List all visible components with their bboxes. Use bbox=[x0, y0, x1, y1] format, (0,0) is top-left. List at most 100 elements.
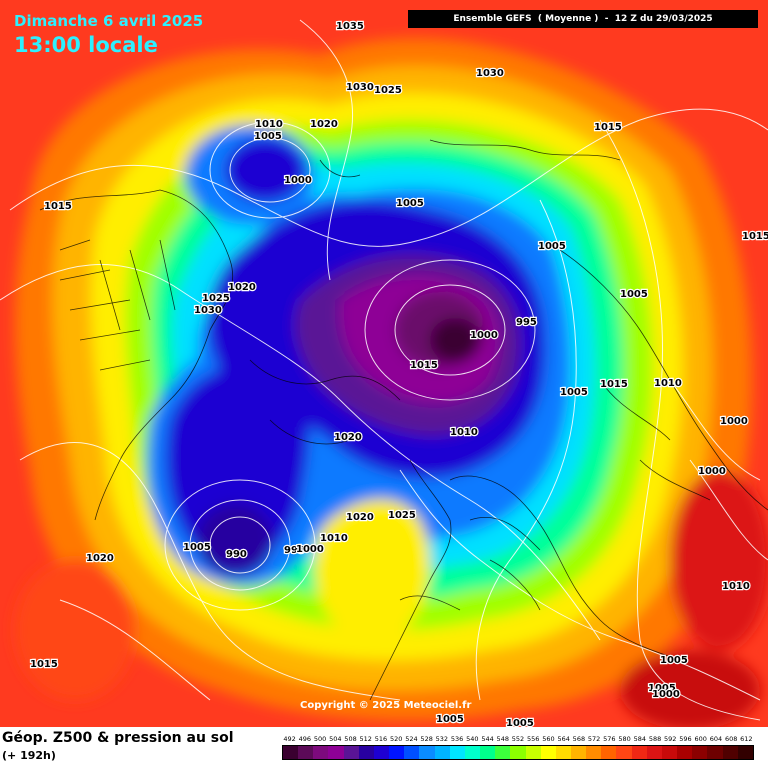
copyright-text: Copyright © 2025 Meteociel.fr bbox=[300, 700, 472, 711]
forecast-date: Dimanche 6 avril 2025 bbox=[14, 12, 204, 30]
color-scale-swatch bbox=[616, 746, 632, 759]
color-scale-label: 604 bbox=[709, 735, 723, 743]
color-scale-label: 528 bbox=[420, 735, 433, 743]
model-run-banner: Ensemble GEFS ( Moyenne ) - 12 Z du 29/0… bbox=[408, 10, 758, 28]
color-scale-swatch bbox=[677, 746, 693, 759]
isobar-label: 1010 bbox=[654, 378, 682, 389]
color-scale-label: 520 bbox=[389, 735, 403, 743]
isobar-label: 1005 bbox=[254, 131, 282, 142]
color-scale-swatch bbox=[570, 746, 587, 759]
isobar-label: 1010 bbox=[255, 119, 283, 130]
color-scale-label: 592 bbox=[664, 735, 677, 743]
color-scale-swatch bbox=[328, 746, 344, 759]
color-scale-label: 552 bbox=[511, 735, 525, 743]
isobar-label: 1000 bbox=[698, 466, 726, 477]
forecast-lead-time: (+ 192h) bbox=[2, 749, 56, 762]
color-scale-swatch bbox=[495, 746, 511, 759]
chart-title: Géop. Z500 & pression au sol bbox=[2, 730, 234, 746]
isobar-label: 1015 bbox=[742, 231, 768, 242]
color-scale-label: 596 bbox=[679, 735, 692, 743]
color-scale-label: 532 bbox=[435, 735, 449, 743]
color-scale-bar bbox=[282, 745, 754, 760]
isobar-label: 1010 bbox=[450, 427, 478, 438]
color-scale-swatch bbox=[737, 746, 753, 759]
color-scale-swatch bbox=[283, 746, 299, 759]
color-scale-label: 508 bbox=[344, 735, 357, 743]
isobar-label: 1015 bbox=[44, 201, 72, 212]
isobar-label: 1005 bbox=[506, 718, 534, 727]
color-scale-label: 576 bbox=[603, 735, 616, 743]
isobar-label: 1025 bbox=[388, 510, 416, 521]
color-scale-label: 564 bbox=[557, 735, 570, 743]
color-scale-label: 492 bbox=[283, 735, 296, 743]
isobar-label: 1030 bbox=[346, 82, 374, 93]
isobar-label: 1000 bbox=[284, 175, 312, 186]
isobar-label: 1005 bbox=[560, 387, 588, 398]
color-scale-swatch bbox=[419, 746, 435, 759]
isobar-label: 1005 bbox=[436, 714, 464, 725]
color-scale-label: 588 bbox=[648, 735, 662, 743]
color-scale-swatch bbox=[586, 746, 602, 759]
isobar-label: 1010 bbox=[320, 533, 348, 544]
color-scale-labels: 492 496 500 504 508 512 516 520 524 528 532 536 540 5… bbox=[282, 735, 754, 744]
color-scale-swatch bbox=[631, 746, 647, 759]
color-scale-swatch bbox=[464, 746, 481, 759]
color-scale-swatch bbox=[449, 746, 465, 759]
color-scale-label: 548 bbox=[496, 735, 509, 743]
isobar-label: 1000 bbox=[720, 416, 748, 427]
color-scale-label: 556 bbox=[527, 735, 540, 743]
color-scale-swatch bbox=[540, 746, 556, 759]
isobar-label: 1020 bbox=[310, 119, 338, 130]
isobar-label: 990 bbox=[226, 549, 247, 560]
isobar-label: 1005 bbox=[538, 241, 566, 252]
color-scale-label: 496 bbox=[298, 735, 312, 743]
forecast-time: 13:00 locale bbox=[14, 33, 158, 57]
color-scale-swatch bbox=[373, 746, 390, 759]
isobar-label: 1030 bbox=[476, 68, 504, 79]
color-scale-swatch bbox=[601, 746, 617, 759]
color-scale-swatch bbox=[707, 746, 723, 759]
isobar-label: 1015 bbox=[594, 122, 622, 133]
isobar-label: 1020 bbox=[346, 512, 374, 523]
color-scale-swatch bbox=[404, 746, 420, 759]
color-scale-label: 524 bbox=[405, 735, 418, 743]
isobar-label: 1020 bbox=[86, 553, 114, 564]
color-scale-swatch bbox=[434, 746, 450, 759]
isobar-label: 1010 bbox=[722, 581, 750, 592]
color-scale-swatch bbox=[510, 746, 526, 759]
color-scale-label: 500 bbox=[313, 735, 327, 743]
isobar-label: 1015 bbox=[600, 379, 628, 390]
isobar-label: 1005 bbox=[620, 289, 648, 300]
isobar-label: 1005 bbox=[648, 683, 676, 694]
color-scale-label: 560 bbox=[542, 735, 555, 743]
color-scale-swatch bbox=[525, 746, 541, 759]
color-scale-label: 568 bbox=[572, 735, 586, 743]
color-scale-swatch bbox=[661, 746, 678, 759]
color-scale-label: 540 bbox=[466, 735, 479, 743]
isobar-label: 1035 bbox=[336, 21, 364, 32]
color-scale-swatch bbox=[313, 746, 329, 759]
color-scale-label: 536 bbox=[450, 735, 464, 743]
color-scale-swatch bbox=[722, 746, 738, 759]
color-scale-label: 544 bbox=[481, 735, 494, 743]
isobar-label: 1025 bbox=[202, 293, 230, 304]
color-scale-swatch bbox=[343, 746, 359, 759]
isobar-label: 1030 bbox=[194, 305, 222, 316]
color-scale-label: 504 bbox=[329, 735, 342, 743]
color-scale-swatch bbox=[389, 746, 405, 759]
color-scale-swatch bbox=[692, 746, 708, 759]
color-scale-swatch bbox=[358, 746, 374, 759]
isobar-label: 1025 bbox=[374, 85, 402, 96]
color-scale-label: 580 bbox=[618, 735, 631, 743]
isobar-label: 1015 bbox=[410, 360, 438, 371]
color-scale-label: 600 bbox=[694, 735, 707, 743]
color-scale-swatch bbox=[646, 746, 662, 759]
isobar-label: 1005 bbox=[660, 655, 688, 666]
color-scale-swatch bbox=[298, 746, 314, 759]
isobar-label: 1005 bbox=[183, 542, 211, 553]
geopotential-map: 1035103010251030101010051020100010151015… bbox=[0, 19, 768, 727]
isobar-label: 1000 bbox=[470, 330, 498, 341]
isobar-label: 1020 bbox=[228, 282, 256, 293]
color-scale-label: 516 bbox=[374, 735, 388, 743]
